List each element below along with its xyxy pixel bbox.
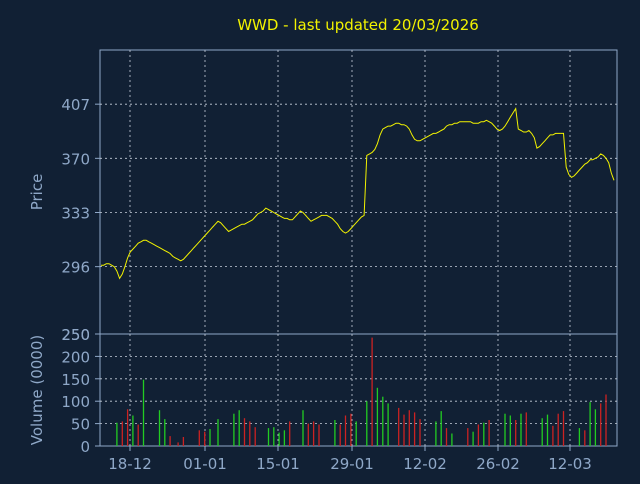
price-tick-label: 333 — [61, 204, 90, 222]
volume-panel-frame — [99, 333, 618, 447]
volume-tick-label: 100 — [61, 393, 90, 411]
date-tick-label: 29-01 — [330, 455, 374, 473]
volume-tick-label: 50 — [71, 416, 90, 434]
volume-axis-label: Volume (0000) — [28, 335, 46, 445]
volume-panel: 0 50 100 150 200 250 Volume (0000) — [28, 326, 618, 456]
date-x-axis: 18-12 01-01 15-01 29-01 12-02 26-02 12-03 — [108, 446, 592, 473]
price-line — [101, 107, 615, 280]
volume-tick-label: 200 — [61, 348, 90, 366]
date-tick-label: 12-02 — [403, 455, 447, 473]
date-tick-label: 01-01 — [183, 455, 227, 473]
volume-y-ticks: 0 50 100 150 200 250 — [61, 326, 100, 456]
volume-gridlines — [100, 334, 617, 446]
price-panel: 250 296 333 370 407 Price — [28, 49, 618, 344]
date-tick-label: 12-03 — [548, 455, 592, 473]
date-tick-label: 18-12 — [108, 455, 152, 473]
volume-tick-label: 250 — [61, 326, 90, 344]
volume-tick-label: 0 — [80, 438, 90, 456]
date-tick-label: 15-01 — [256, 455, 300, 473]
date-tick-label: 26-02 — [476, 455, 520, 473]
volume-bars — [116, 337, 607, 446]
price-axis-label: Price — [28, 174, 46, 211]
price-tick-label: 296 — [61, 259, 90, 277]
price-panel-frame — [99, 49, 618, 335]
price-tick-label: 370 — [61, 150, 90, 168]
price-tick-label: 250 — [61, 326, 90, 344]
price-tick-label: 407 — [61, 96, 90, 114]
price-gridlines — [100, 50, 617, 334]
volume-tick-label: 150 — [61, 371, 90, 389]
chart-title: WWD - last updated 20/03/2026 — [237, 16, 479, 34]
price-y-ticks: 250 296 333 370 407 — [61, 96, 100, 344]
